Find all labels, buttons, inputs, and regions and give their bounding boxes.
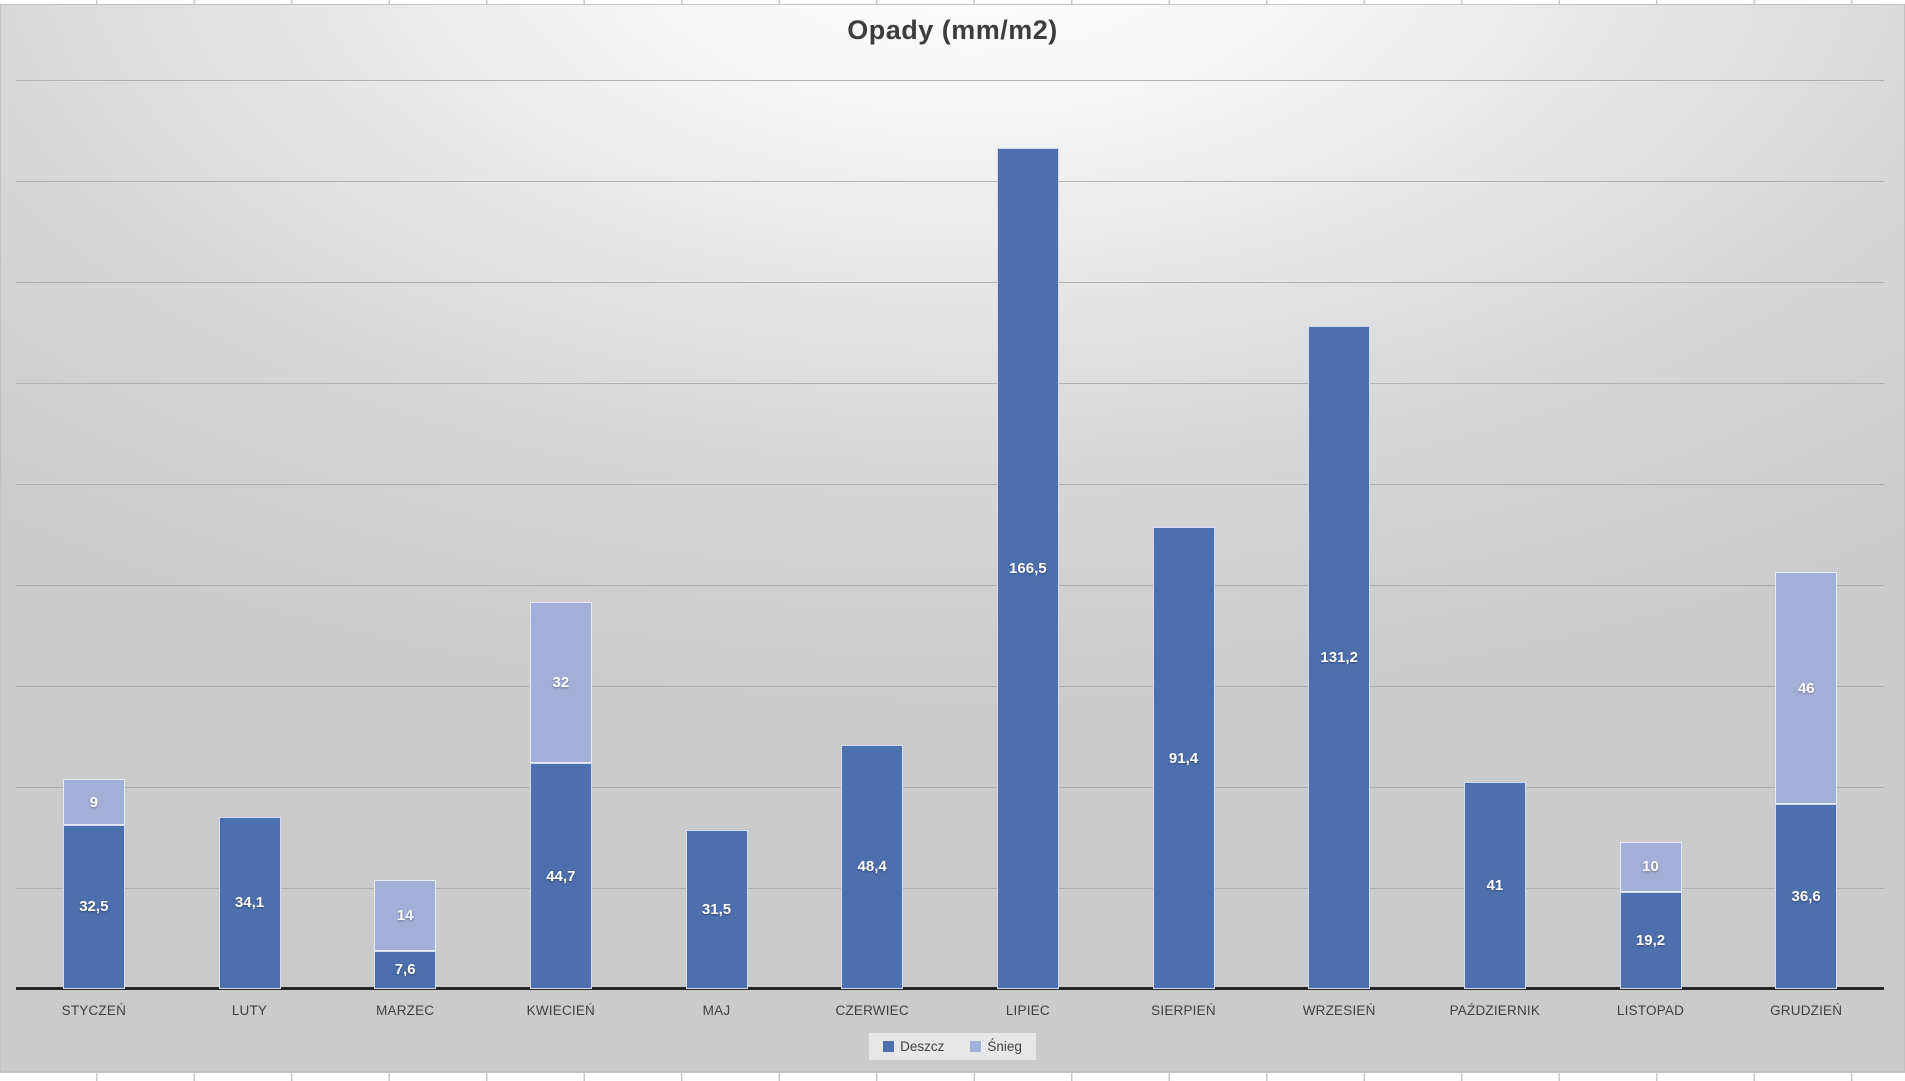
- spreadsheet-cells-bottom: [0, 1072, 1905, 1081]
- x-axis-label-maj: MAJ: [702, 1003, 731, 1018]
- bar-segment-deszcz-grudzień[interactable]: 36,6: [1775, 804, 1838, 989]
- bar-value-label: 36,6: [1791, 888, 1821, 906]
- plot-area: 32,5 9 STYCZEŃ 34,1 LUTY 7,6 14 MARZEC 44,7 32 KWI…: [1, 5, 1904, 1071]
- x-axis-label-listopad: LISTOPAD: [1616, 1003, 1685, 1018]
- bar-segment-deszcz-maj[interactable]: 31,5: [685, 829, 748, 989]
- gridline: [16, 888, 1884, 889]
- bar-segment-deszcz-czerwiec[interactable]: 48,4: [841, 744, 904, 989]
- bar-value-label: 41: [1486, 876, 1504, 894]
- spreadsheet-cells-top: [0, 0, 1905, 4]
- bar-segment-deszcz-styczeń[interactable]: 32,5: [62, 824, 125, 989]
- bar-segment-deszcz-październik[interactable]: 41: [1463, 781, 1526, 989]
- x-axis-label-styczeń: STYCZEŃ: [61, 1003, 127, 1018]
- bar-value-label: 91,4: [1168, 749, 1199, 767]
- bar-segment-śnieg-kwiecień[interactable]: 32: [529, 601, 592, 764]
- bar-value-label: 19,2: [1635, 932, 1666, 949]
- bar-segment-deszcz-marzec[interactable]: 7,6: [374, 950, 437, 989]
- legend-swatch-snieg-icon: [970, 1041, 982, 1052]
- bar-value-label: 32: [552, 673, 570, 691]
- bar-segment-śnieg-grudzień[interactable]: 46: [1775, 571, 1838, 805]
- bar-value-label: 131,2: [1320, 649, 1358, 667]
- bar-value-label: 9: [89, 793, 98, 811]
- bar-segment-deszcz-lipiec[interactable]: 166,5: [996, 148, 1059, 989]
- legend-label-snieg: Śnieg: [987, 1039, 1022, 1054]
- chart-title[interactable]: Opady (mm/m2): [847, 15, 1058, 45]
- gridline: [16, 484, 1884, 485]
- bar-value-label: 34,1: [234, 894, 265, 912]
- bar-value-label: 46: [1797, 679, 1815, 697]
- x-axis-label-czerwiec: CZERWIEC: [835, 1003, 909, 1018]
- gridline: [16, 787, 1884, 788]
- x-axis-label-luty: LUTY: [231, 1003, 268, 1018]
- legend-box: Deszcz Śnieg: [869, 1033, 1036, 1060]
- x-axis-label-marzec: MARZEC: [376, 1003, 435, 1018]
- bar-value-label: 31,5: [701, 900, 732, 918]
- gridline: [16, 585, 1884, 586]
- gridline: [16, 686, 1884, 687]
- bar-segment-deszcz-sierpień[interactable]: 91,4: [1152, 527, 1215, 989]
- bar-value-label: 166,5: [1009, 560, 1047, 578]
- bar-segment-deszcz-wrzesień[interactable]: 131,2: [1308, 326, 1371, 989]
- bar-segment-śnieg-styczeń[interactable]: 9: [62, 779, 125, 825]
- chart-area: Opady (mm/m2) 32,5 9 STYCZEŃ 34,1 LUTY 7,6 14 M…: [0, 4, 1905, 1072]
- bar-value-label: 48,4: [857, 858, 887, 876]
- bar-segment-deszcz-kwiecień[interactable]: 44,7: [529, 763, 592, 989]
- bar-segment-śnieg-marzec[interactable]: 14: [374, 879, 437, 951]
- legend-swatch-deszcz-icon: [883, 1041, 895, 1052]
- gridline: [16, 282, 1884, 283]
- x-axis-label-grudzień: GRUDZIEŃ: [1770, 1003, 1843, 1018]
- x-axis-label-wrzesień: WRZESIEŃ: [1302, 1003, 1376, 1018]
- x-axis-label-kwiecień: KWIECIEŃ: [526, 1003, 595, 1018]
- legend-item-snieg[interactable]: Śnieg: [970, 1039, 1022, 1054]
- bar-value-label: 44,7: [546, 867, 576, 885]
- gridline: [16, 80, 1884, 81]
- x-axis-label-sierpień: SIERPIEŃ: [1151, 1003, 1216, 1018]
- legend-item-deszcz[interactable]: Deszcz: [883, 1039, 944, 1054]
- bar-value-label: 14: [396, 906, 414, 924]
- gridline: [16, 181, 1884, 182]
- bar-segment-deszcz-listopad[interactable]: 19,2: [1619, 892, 1682, 989]
- bar-value-label: 32,5: [79, 898, 109, 916]
- bar-segment-deszcz-luty[interactable]: 34,1: [218, 816, 281, 989]
- legend-label-deszcz: Deszcz: [900, 1039, 945, 1054]
- x-axis-label-lipiec: LIPIEC: [1005, 1003, 1050, 1018]
- gridline: [16, 383, 1884, 384]
- x-axis-line: [16, 987, 1884, 990]
- legend: Deszcz Śnieg: [1, 1033, 1904, 1060]
- bar-value-label: 10: [1642, 858, 1659, 876]
- bar-segment-śnieg-listopad[interactable]: 10: [1619, 841, 1682, 893]
- bar-value-label: 7,6: [394, 961, 416, 979]
- x-axis-label-październik: PAŹDZIERNIK: [1449, 1003, 1541, 1018]
